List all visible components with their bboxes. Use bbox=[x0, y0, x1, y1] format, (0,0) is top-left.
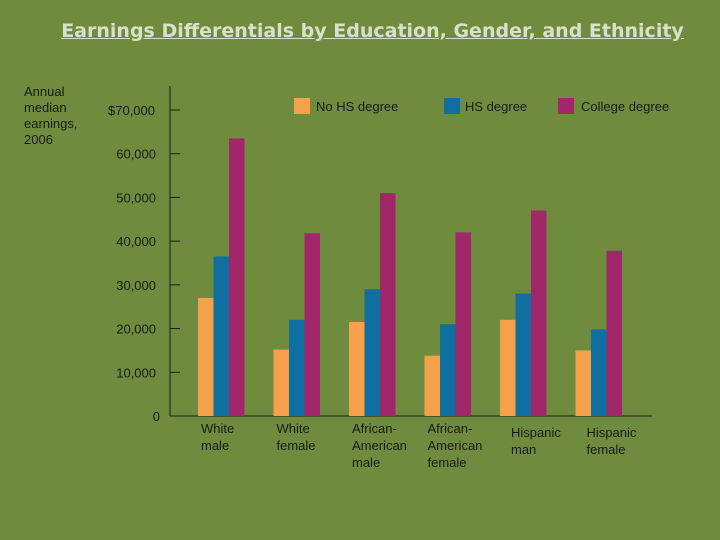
bar-college-degree bbox=[531, 210, 547, 416]
bar-hs-degree bbox=[440, 324, 456, 416]
x-category-label: White female bbox=[277, 421, 316, 453]
y-tick-label: 50,000 bbox=[116, 190, 156, 205]
bar-hs-degree bbox=[364, 289, 380, 416]
bar-no-hs-degree bbox=[273, 349, 289, 416]
y-tick-label: $70,000 bbox=[108, 103, 155, 118]
y-tick-label: 30,000 bbox=[116, 278, 156, 293]
x-category-label: White male bbox=[201, 421, 234, 453]
x-category-label: Hispanic man bbox=[511, 425, 561, 457]
bar-hs-degree bbox=[213, 256, 229, 416]
y-tick-label: 20,000 bbox=[116, 322, 156, 337]
legend-swatch bbox=[444, 98, 460, 114]
x-category-label: Hispanic female bbox=[587, 425, 637, 457]
legend-label: HS degree bbox=[465, 99, 527, 114]
bar-college-degree bbox=[606, 250, 622, 416]
bar-college-degree bbox=[304, 233, 320, 416]
legend-swatch bbox=[558, 98, 574, 114]
bar-no-hs-degree bbox=[575, 350, 591, 416]
bar-no-hs-degree bbox=[198, 297, 214, 416]
y-tick-label: 10,000 bbox=[116, 365, 156, 380]
bar-no-hs-degree bbox=[349, 322, 365, 416]
legend-label: No HS degree bbox=[316, 99, 398, 114]
legend-swatch bbox=[294, 98, 310, 114]
y-tick-label: 60,000 bbox=[116, 147, 156, 162]
y-tick-label: 0 bbox=[153, 409, 160, 424]
bar-hs-degree bbox=[591, 329, 607, 416]
bar-no-hs-degree bbox=[424, 355, 440, 416]
y-tick-label: 40,000 bbox=[116, 234, 156, 249]
bar-college-degree bbox=[229, 138, 245, 416]
bar-college-degree bbox=[455, 232, 471, 416]
x-category-label: African-American female bbox=[428, 421, 483, 470]
x-category-label: African-American male bbox=[352, 421, 407, 470]
bar-college-degree bbox=[380, 193, 396, 416]
bar-no-hs-degree bbox=[500, 319, 516, 416]
bar-hs-degree bbox=[289, 319, 305, 416]
legend-label: College degree bbox=[581, 99, 669, 114]
y-axis-label: Annual median earnings, 2006 bbox=[24, 84, 78, 147]
bar-hs-degree bbox=[515, 293, 531, 416]
chart-title: Earnings Differentials by Education, Gen… bbox=[61, 20, 684, 42]
